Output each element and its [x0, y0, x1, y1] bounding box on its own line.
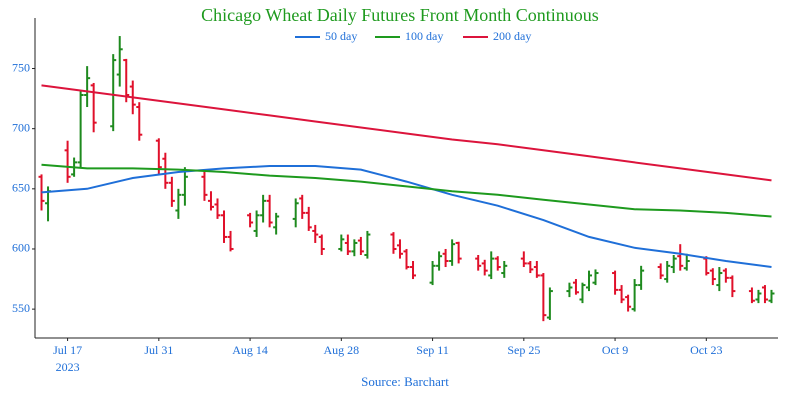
legend-label: 200 day	[493, 29, 531, 43]
source-note: Source: Barchart	[361, 374, 449, 389]
legend-label: 50 day	[325, 29, 357, 43]
chart-title: Chicago Wheat Daily Futures Front Month …	[201, 5, 599, 25]
moving-average-line	[41, 163, 772, 218]
x-tick-label: Aug 28	[323, 343, 359, 357]
y-tick-label: 700	[12, 120, 30, 134]
y-tick-label: 750	[12, 60, 30, 74]
x-tick-label: Jul 17 2023	[53, 343, 82, 374]
x-tick-label: Oct 23	[690, 343, 722, 357]
moving-average-line	[41, 165, 772, 268]
y-tick-label: 650	[12, 181, 30, 195]
x-tick-label: Oct 9	[602, 343, 628, 357]
moving-average-line	[41, 84, 772, 182]
x-tick-label: Aug 14	[232, 343, 268, 357]
legend-label: 100 day	[405, 29, 443, 43]
y-tick-label: 600	[12, 241, 30, 255]
y-tick-label: 550	[12, 301, 30, 315]
x-tick-label: Jul 31	[144, 343, 173, 357]
x-tick-label: Sep 11	[416, 343, 449, 357]
x-tick-label: Sep 25	[507, 343, 540, 357]
